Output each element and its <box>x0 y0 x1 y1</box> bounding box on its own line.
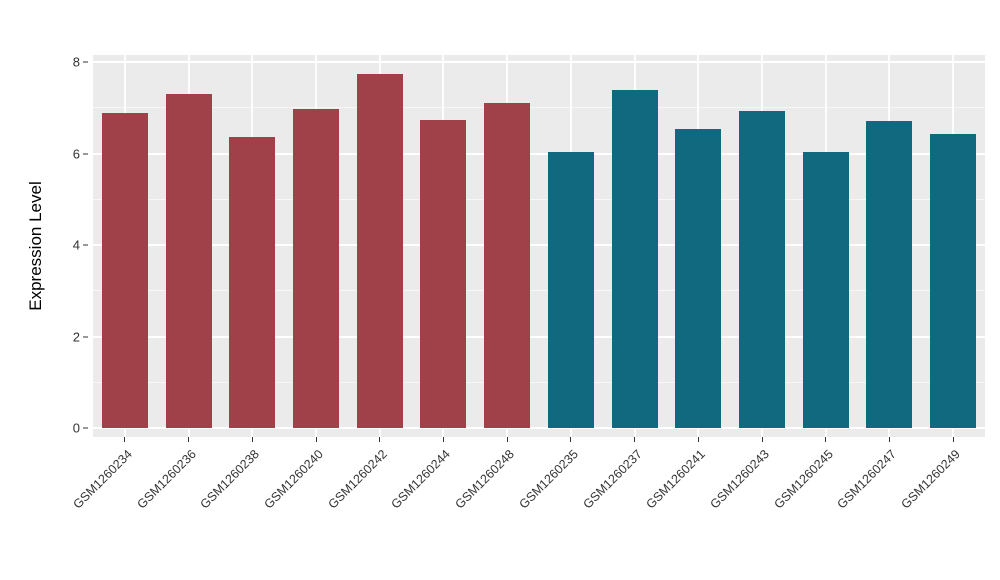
x-axis-tick <box>506 437 508 442</box>
bar <box>612 90 658 428</box>
y-tick-label: 2 <box>72 329 80 344</box>
x-axis-tick <box>315 437 317 442</box>
y-tick-label: 6 <box>72 146 80 161</box>
x-axis: GSM1260234 GSM1260236 GSM1260238 GSM1260240… <box>70 437 985 580</box>
bar <box>675 129 721 428</box>
x-axis-tick <box>825 437 827 442</box>
bar <box>930 133 976 428</box>
y-tick-label: 0 <box>72 420 80 436</box>
x-axis-tick <box>379 437 381 442</box>
y-axis: 0 2 4 6 8 <box>0 55 93 437</box>
gridline-major <box>93 61 985 63</box>
gridline-minor <box>93 107 985 109</box>
gridline-major <box>93 152 985 155</box>
bar <box>293 109 339 428</box>
bar <box>102 113 148 428</box>
y-axis-tick <box>83 61 88 63</box>
y-axis-tick <box>83 427 88 429</box>
x-axis-tick <box>188 437 190 442</box>
gridline-major <box>93 244 985 246</box>
y-tick-label: 4 <box>72 237 80 253</box>
x-axis-tick <box>888 437 890 442</box>
y-axis-tick <box>83 244 88 246</box>
bar <box>357 73 403 428</box>
bar <box>166 94 212 428</box>
x-axis-tick <box>124 437 126 442</box>
gridline-minor <box>93 198 985 200</box>
x-axis-tick <box>761 437 763 442</box>
x-axis-tick <box>952 437 954 442</box>
bar <box>229 137 275 428</box>
plot-panel <box>93 55 985 437</box>
gridline-minor <box>93 381 985 383</box>
x-axis-tick <box>442 437 444 442</box>
y-axis-tick <box>83 336 88 337</box>
bar <box>739 111 785 428</box>
gridline-major <box>93 427 985 429</box>
x-axis-tick <box>697 437 699 442</box>
bar <box>548 152 594 428</box>
gridline-major <box>93 335 985 338</box>
y-tick-label: 8 <box>72 54 80 70</box>
bar <box>866 121 912 428</box>
x-axis-tick <box>570 437 572 442</box>
bar <box>484 103 530 428</box>
bar <box>803 152 849 428</box>
x-axis-tick <box>634 437 636 442</box>
y-axis-tick <box>83 153 88 154</box>
gridline-minor <box>93 290 985 292</box>
x-axis-tick <box>251 437 253 442</box>
bar <box>420 120 466 428</box>
